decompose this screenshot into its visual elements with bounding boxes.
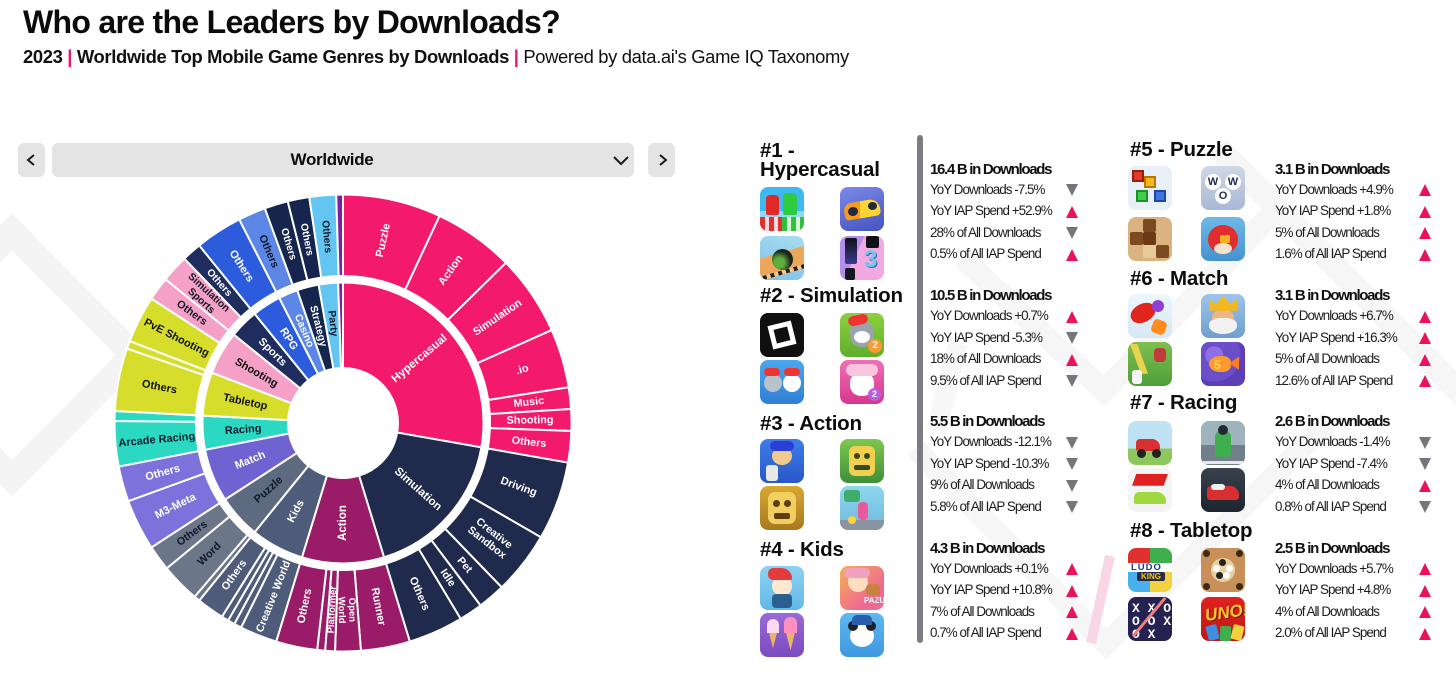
svg-text:Platformer: Platformer — [326, 585, 340, 633]
svg-text:.io: .io — [514, 362, 530, 377]
svg-text:Party: Party — [325, 310, 340, 338]
svg-text:Racing: Racing — [224, 423, 261, 438]
svg-text:OpenWorld: OpenWorld — [336, 596, 358, 623]
svg-text:Others: Others — [511, 435, 547, 451]
svg-text:Shooting: Shooting — [507, 414, 554, 427]
svg-text:Music: Music — [513, 395, 545, 410]
svg-text:Action: Action — [337, 505, 349, 541]
svg-text:Others: Others — [319, 220, 333, 254]
